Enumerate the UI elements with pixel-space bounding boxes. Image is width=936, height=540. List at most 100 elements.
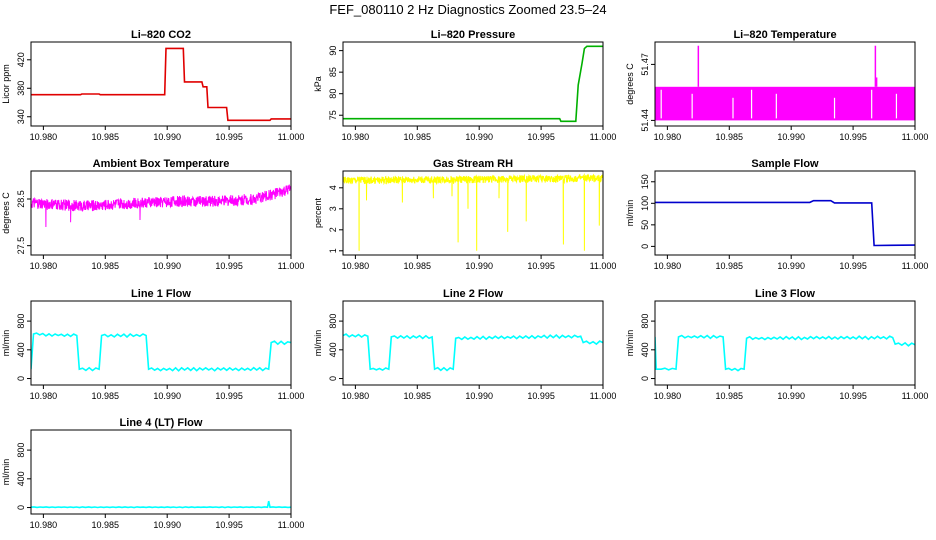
data-series-line <box>31 47 291 122</box>
x-tick-label: 10.990 <box>777 261 805 271</box>
y-tick-label: 400 <box>640 342 650 357</box>
x-tick-label: 10.980 <box>342 391 370 401</box>
y-tick-label: 75 <box>328 110 338 120</box>
y-tick-label: 85 <box>328 67 338 77</box>
x-tick-label: 10.995 <box>215 520 243 530</box>
x-tick-label: 11.000 <box>278 520 305 530</box>
x-tick-label: 10.980 <box>30 391 58 401</box>
y-tick-label: 3 <box>328 206 338 211</box>
plot-frame <box>342 41 604 127</box>
x-tick-label: 10.995 <box>839 261 867 271</box>
x-tick-label: 10.990 <box>465 261 493 271</box>
y-tick-label: 0 <box>640 376 650 381</box>
chart-panel-5: Gas Stream RH percent 10.980 10.985 10.990 10… <box>313 158 616 271</box>
x-tick-label: 10.995 <box>527 132 555 142</box>
x-tick-label: 10.985 <box>404 261 432 271</box>
x-tick-label: 10.985 <box>92 132 120 142</box>
x-tick-label: 10.985 <box>716 261 744 271</box>
plot-area <box>31 184 291 228</box>
data-series-line <box>655 199 915 247</box>
data-series-line <box>343 173 603 251</box>
data-series-line <box>343 333 603 372</box>
y-tick-label: 800 <box>640 314 650 329</box>
plot-frame <box>30 300 292 386</box>
y-tick-label: 90 <box>328 46 338 56</box>
x-tick-label: 10.990 <box>153 520 181 530</box>
x-tick-label: 10.980 <box>654 132 682 142</box>
x-tick-label: 10.995 <box>215 261 243 271</box>
y-axis-label: percent <box>313 197 323 228</box>
chart-panel-6: Sample Flow ml/min 10.980 10.985 10.990 10.99… <box>625 158 928 271</box>
x-tick-label: 11.000 <box>590 132 617 142</box>
y-tick-label: 340 <box>16 109 26 124</box>
data-series-line <box>31 332 291 372</box>
chart-panel-4: Ambient Box Temperature degrees C 10.980 10… <box>1 158 304 271</box>
x-tick-label: 11.000 <box>590 261 617 271</box>
plot-frame <box>342 170 604 256</box>
y-tick-label: 0 <box>16 376 26 381</box>
x-tick-label: 10.995 <box>839 391 867 401</box>
panel-title: Sample Flow <box>751 158 819 170</box>
x-tick-label: 10.990 <box>153 391 181 401</box>
x-tick-label: 10.990 <box>777 132 805 142</box>
chart-panel-3: Li–820 Temperature degrees C 10.980 10.985 1… <box>625 29 928 142</box>
y-tick-label: 50 <box>640 220 650 230</box>
x-tick-label: 11.000 <box>902 391 929 401</box>
y-tick-label: 51.47 <box>640 53 650 76</box>
x-tick-label: 11.000 <box>278 132 305 142</box>
y-axis-label: kPa <box>313 76 323 92</box>
y-tick-label: 400 <box>16 342 26 357</box>
x-tick-label: 10.990 <box>465 391 493 401</box>
y-tick-label: 0 <box>640 244 650 249</box>
plot-area <box>655 334 915 372</box>
y-axis-label: degrees C <box>625 63 635 105</box>
y-axis-label: ml/min <box>625 330 635 357</box>
plot-frame <box>654 41 916 127</box>
panel-title: Li–820 CO2 <box>131 29 191 41</box>
data-band <box>655 86 915 121</box>
y-tick-label: 380 <box>16 81 26 96</box>
x-tick-label: 10.995 <box>527 261 555 271</box>
x-tick-label: 10.980 <box>654 391 682 401</box>
x-tick-label: 11.000 <box>902 132 929 142</box>
x-tick-label: 10.995 <box>527 391 555 401</box>
plot-area <box>343 45 603 123</box>
x-tick-label: 10.980 <box>30 520 58 530</box>
x-tick-label: 11.000 <box>278 391 305 401</box>
x-tick-label: 10.980 <box>342 261 370 271</box>
y-axis-label: ml/min <box>1 330 11 357</box>
x-tick-label: 10.990 <box>153 132 181 142</box>
plot-area <box>343 173 603 251</box>
data-series-line <box>31 500 291 509</box>
plot-frame <box>30 429 292 515</box>
plot-frame <box>654 170 916 256</box>
plot-area <box>31 47 291 122</box>
y-tick-label: 800 <box>16 443 26 458</box>
x-tick-label: 10.985 <box>92 391 120 401</box>
y-tick-label: 28.5 <box>16 190 26 208</box>
x-tick-label: 10.985 <box>92 520 120 530</box>
y-tick-label: 27.5 <box>16 237 26 255</box>
y-tick-label: 1 <box>328 248 338 253</box>
y-tick-label: 0 <box>328 376 338 381</box>
plot-frame <box>30 170 292 256</box>
chart-panel-1: Li–820 CO2 Licor ppm 10.980 10.985 10.990 10.… <box>1 29 304 142</box>
x-tick-label: 10.990 <box>465 132 493 142</box>
x-tick-label: 10.995 <box>215 391 243 401</box>
plot-area <box>343 333 603 372</box>
y-tick-label: 400 <box>328 342 338 357</box>
y-tick-label: 51.44 <box>640 109 650 132</box>
x-tick-label: 10.995 <box>215 132 243 142</box>
y-axis-label: ml/min <box>1 459 11 486</box>
plot-area <box>655 199 915 247</box>
x-tick-label: 10.990 <box>153 261 181 271</box>
chart-panel-2: Li–820 Pressure kPa 10.980 10.985 10.990 10.9… <box>313 29 616 142</box>
x-tick-label: 10.980 <box>654 261 682 271</box>
panel-title: Line 3 Flow <box>755 288 815 300</box>
chart-panel-8: Line 2 Flow ml/min 10.980 10.985 10.990 10.99… <box>313 288 616 401</box>
y-tick-label: 0 <box>16 505 26 510</box>
y-tick-label: 150 <box>640 174 650 189</box>
chart-panel-7: Line 1 Flow ml/min 10.980 10.985 10.990 10.99… <box>1 288 304 401</box>
panel-title: Gas Stream RH <box>433 158 513 170</box>
panel-title: Line 1 Flow <box>131 288 191 300</box>
